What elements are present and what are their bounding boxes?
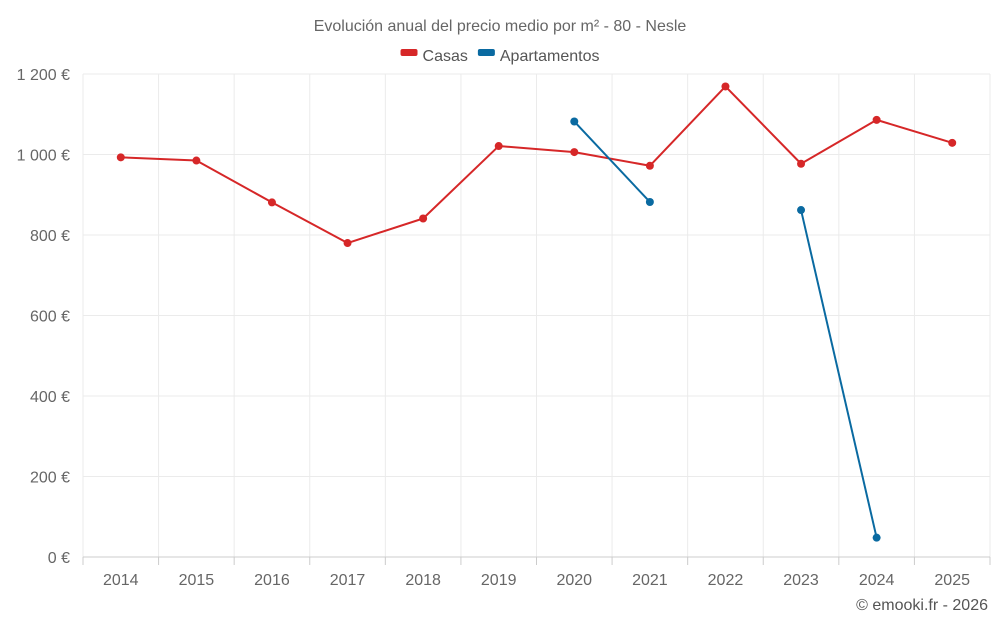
x-tick-label: 2022 bbox=[708, 572, 744, 589]
y-tick-label: 1 200 € bbox=[17, 67, 70, 84]
x-tick-label: 2020 bbox=[556, 572, 592, 589]
data-point[interactable] bbox=[192, 156, 201, 165]
data-point[interactable] bbox=[721, 82, 730, 91]
x-tick-label: 2023 bbox=[783, 572, 819, 589]
legend-swatch bbox=[477, 49, 495, 56]
y-tick-label: 0 € bbox=[48, 550, 70, 567]
x-tick-label: 2021 bbox=[632, 572, 668, 589]
data-point[interactable] bbox=[872, 115, 881, 124]
data-point[interactable] bbox=[797, 206, 806, 215]
legend: Casas Apartamentos bbox=[400, 48, 600, 65]
data-point[interactable] bbox=[570, 117, 579, 126]
legend-label: Casas bbox=[423, 48, 468, 65]
data-point[interactable] bbox=[948, 138, 957, 147]
x-tick-label: 2018 bbox=[405, 572, 441, 589]
axes: 0 € 200 € 400 € 600 € 800 € 1 000 € 1 200 € 201… bbox=[17, 67, 991, 589]
x-tick-label: 2025 bbox=[934, 572, 970, 589]
data-point[interactable] bbox=[645, 161, 654, 170]
x-tick-label: 2019 bbox=[481, 572, 517, 589]
x-tick-label: 2016 bbox=[254, 572, 290, 589]
data-point[interactable] bbox=[797, 159, 806, 168]
y-tick-label: 600 € bbox=[30, 309, 70, 326]
series-line bbox=[573, 120, 651, 203]
data-point[interactable] bbox=[116, 153, 125, 162]
data-point[interactable] bbox=[267, 198, 276, 207]
series-lines bbox=[116, 82, 957, 542]
legend-label: Apartamentos bbox=[500, 48, 600, 65]
data-point[interactable] bbox=[645, 197, 654, 206]
data-point[interactable] bbox=[872, 533, 881, 542]
x-tick-label: 2015 bbox=[179, 572, 215, 589]
series-casas bbox=[116, 82, 957, 248]
y-tick-label: 800 € bbox=[30, 228, 70, 245]
x-tick-label: 2017 bbox=[330, 572, 366, 589]
series-apartamentos bbox=[570, 117, 881, 542]
x-tick-label: 2014 bbox=[103, 572, 139, 589]
y-tick-label: 1 000 € bbox=[17, 148, 70, 165]
credit-text: © emooki.fr - 2026 bbox=[856, 597, 988, 614]
data-point[interactable] bbox=[570, 148, 579, 157]
grid-lines bbox=[82, 73, 991, 557]
x-tick-label: 2024 bbox=[859, 572, 895, 589]
series-line bbox=[800, 209, 878, 539]
data-point[interactable] bbox=[494, 142, 503, 151]
chart-title: Evolución anual del precio medio por m² … bbox=[314, 18, 687, 35]
y-tick-label: 200 € bbox=[30, 470, 70, 487]
legend-item[interactable]: Apartamentos bbox=[477, 48, 600, 65]
legend-swatch bbox=[400, 49, 418, 56]
data-point[interactable] bbox=[419, 214, 428, 223]
legend-item[interactable]: Casas bbox=[400, 48, 468, 65]
data-point[interactable] bbox=[343, 239, 352, 248]
y-tick-label: 400 € bbox=[30, 389, 70, 406]
series-line bbox=[119, 85, 954, 245]
